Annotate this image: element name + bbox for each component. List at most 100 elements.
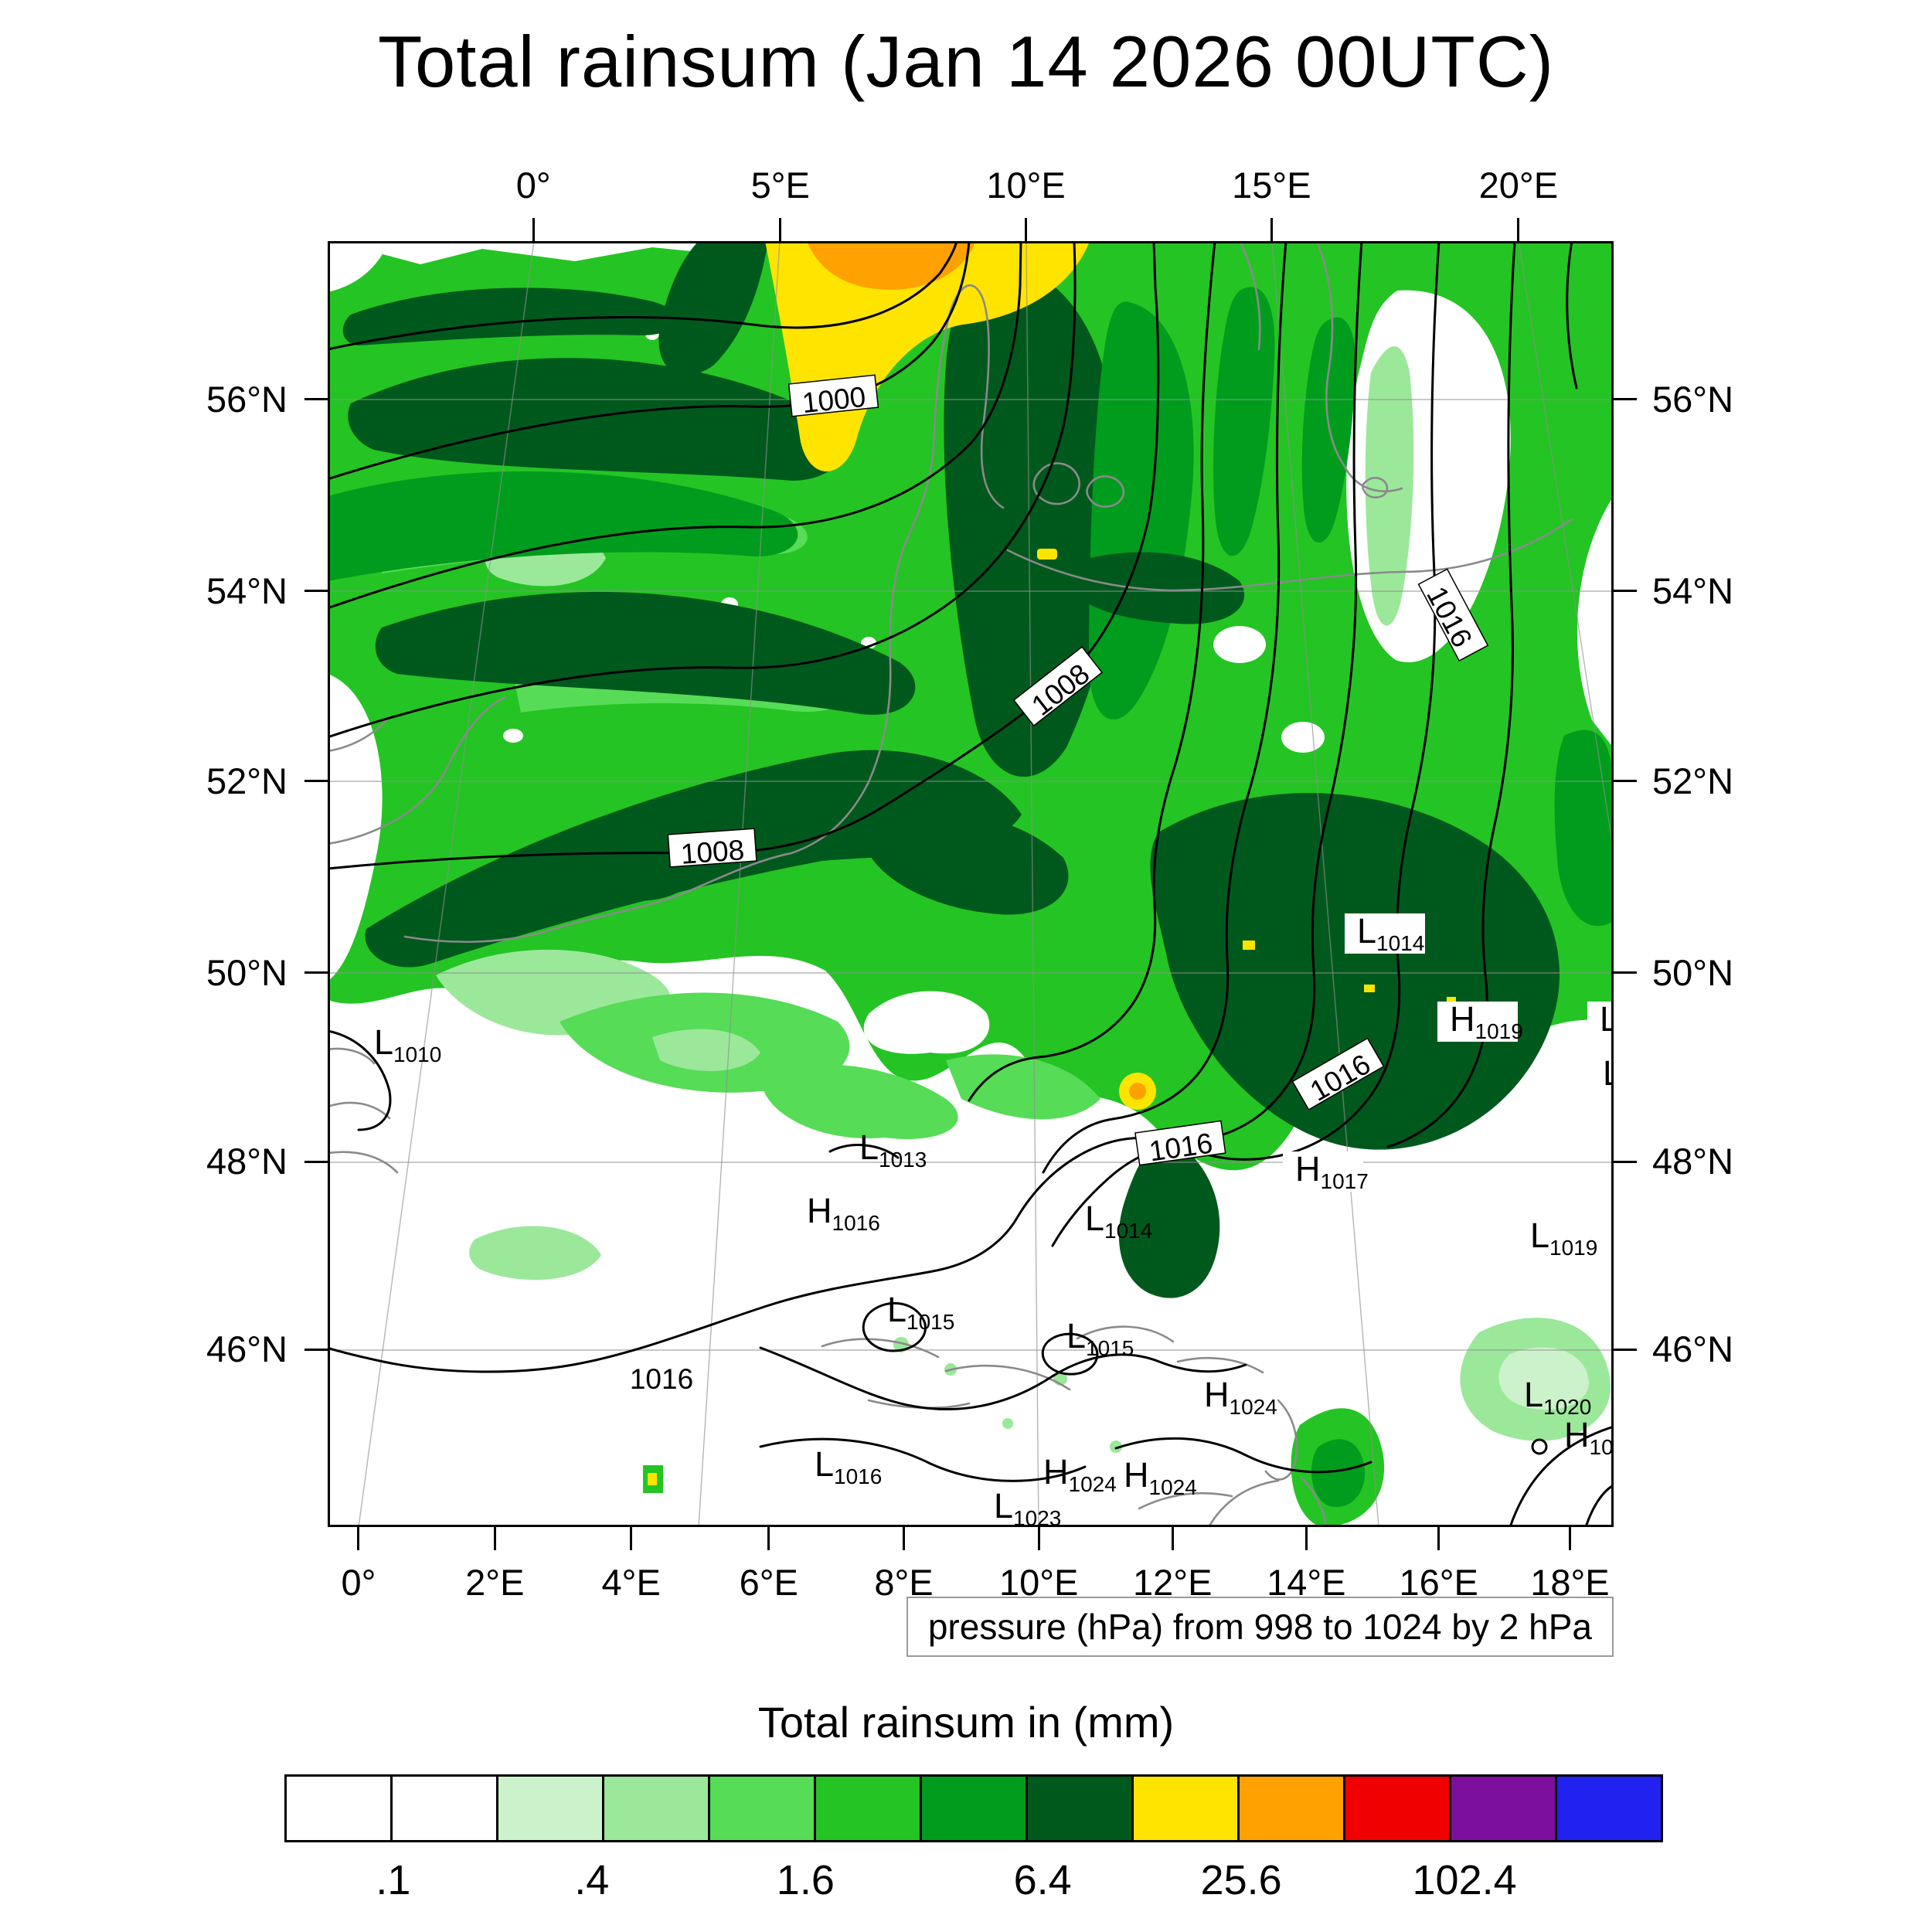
colorbar-tick-label: 1.6 (776, 1857, 835, 1903)
axis-tick-top (779, 218, 782, 241)
colorbar-tick-label: .4 (574, 1857, 610, 1903)
colorbar-cell (604, 1777, 710, 1840)
precip-fill-layer (328, 241, 1614, 1527)
axis-tick-bottom (767, 1527, 770, 1550)
axis-label-left: 54°N (206, 570, 287, 611)
rain-max-yellow (765, 241, 1090, 472)
axis-label-top: 5°E (750, 165, 810, 206)
colorbar-cell (1557, 1777, 1661, 1840)
colorbar-cell (393, 1777, 498, 1840)
pressure-contour-label: 1016 (630, 1363, 693, 1395)
pressure-center-high: H1017 (1283, 1149, 1369, 1193)
axis-label-right: 50°N (1652, 951, 1734, 993)
axis-tick-left (304, 1348, 328, 1351)
colorbar-tick-label: .1 (376, 1857, 411, 1903)
axis-tick-left (304, 780, 328, 783)
colorbar (284, 1774, 1663, 1842)
rain-max-orange (807, 241, 975, 290)
axis-label-right: 56°N (1652, 378, 1734, 420)
axis-label-right: 48°N (1652, 1141, 1734, 1182)
axis-label-right: 54°N (1652, 570, 1734, 611)
axis-label-right: 52°N (1652, 760, 1734, 801)
axis-label-bottom: 14°E (1267, 1562, 1346, 1603)
axis-tick-bottom (1304, 1527, 1308, 1550)
colorbar-cell (1134, 1777, 1240, 1840)
graticule (328, 241, 1614, 1527)
axis-tick-top (1025, 218, 1028, 241)
axis-label-bottom: 10°E (998, 1562, 1079, 1603)
axis-tick-left (304, 398, 328, 401)
pressure-center-low: L1014 (1345, 911, 1425, 955)
colorbar-cell (287, 1777, 393, 1840)
axis-label-left: 52°N (206, 760, 287, 801)
axis-tick-right (1614, 1160, 1637, 1163)
map-frame (328, 241, 1614, 1527)
colorbar-title: Total rainsum in (mm) (757, 1698, 1175, 1747)
axis-tick-bottom (357, 1527, 360, 1550)
pressure-center-low: L1014 (1085, 1199, 1152, 1243)
axis-label-left: 50°N (206, 951, 287, 993)
axis-label-bottom: 0° (341, 1562, 376, 1603)
pressure-center-low: L1019 (1590, 1053, 1614, 1097)
axis-label-left: 46°N (206, 1328, 287, 1370)
axis-tick-right (1614, 971, 1637, 975)
pressure-center-low: L1018 (1587, 999, 1614, 1043)
axis-label-bottom: 4°E (601, 1562, 661, 1603)
colorbar-tick-label: 102.4 (1412, 1857, 1517, 1903)
axis-tick-right (1614, 398, 1637, 401)
pressure-contour-label: 1000 (787, 374, 879, 419)
axis-tick-top (532, 218, 535, 241)
axis-label-top: 15°E (1232, 165, 1311, 206)
axis-label-left: 56°N (206, 378, 287, 420)
axis-tick-right (1614, 590, 1637, 593)
page-title: Total rainsum (Jan 14 2026 00UTC) (377, 21, 1555, 102)
colorbar-cell (1028, 1777, 1134, 1840)
pressure-contour-label: 1016 (1291, 1037, 1385, 1111)
pressure-caption: pressure (hPa) from 998 to 1024 by 2 hPa (906, 1597, 1614, 1657)
axis-tick-left (304, 1160, 328, 1163)
colorbar-cell (1345, 1777, 1451, 1840)
coastlines (328, 241, 1573, 1527)
axis-label-bottom: 2°E (465, 1562, 525, 1603)
colorbar-tick-label: 6.4 (1013, 1857, 1072, 1903)
axis-tick-right (1614, 780, 1637, 783)
axis-label-bottom: 12°E (1133, 1562, 1213, 1603)
svg-text:1016: 1016 (630, 1363, 693, 1395)
axis-label-top: 20°E (1478, 165, 1559, 206)
axis-tick-bottom (1171, 1527, 1174, 1550)
axis-label-top: 0° (515, 165, 551, 206)
axis-tick-right (1614, 1348, 1637, 1351)
axis-label-bottom: 18°E (1530, 1562, 1610, 1603)
pressure-center-high: H1019 (1437, 999, 1523, 1043)
axis-tick-bottom (1437, 1527, 1440, 1550)
pressure-center-low: L1019 (1518, 1216, 1598, 1260)
colorbar-cell (1240, 1777, 1345, 1840)
axis-tick-left (304, 971, 328, 975)
pressure-contour-label: 1008 (667, 828, 757, 870)
colorbar-cell (498, 1777, 604, 1840)
axis-label-left: 48°N (206, 1141, 287, 1182)
axis-tick-bottom (1568, 1527, 1571, 1550)
svg-text:L1014: L1014 (1085, 1199, 1152, 1243)
svg-text:1000: 1000 (801, 381, 867, 419)
axis-tick-bottom (1037, 1527, 1040, 1550)
axis-tick-top (1517, 218, 1520, 241)
axis-label-bottom: 6°E (739, 1562, 798, 1603)
pressure-center-low: L1023 (994, 1486, 1061, 1527)
axis-label-top: 10°E (986, 165, 1066, 206)
colorbar-tick-label: 25.6 (1200, 1857, 1282, 1903)
colorbar-cell (1451, 1777, 1557, 1840)
axis-tick-bottom (493, 1527, 496, 1550)
axis-label-bottom: 16°E (1399, 1562, 1478, 1603)
axis-tick-bottom (902, 1527, 905, 1550)
axis-label-bottom: 8°E (874, 1562, 934, 1603)
axis-label-right: 46°N (1652, 1328, 1734, 1370)
svg-text:1008: 1008 (680, 834, 746, 870)
svg-text:L1019: L1019 (1603, 1053, 1614, 1097)
axis-tick-left (304, 590, 328, 593)
svg-text:L1023: L1023 (994, 1486, 1061, 1527)
axis-tick-top (1270, 218, 1273, 241)
